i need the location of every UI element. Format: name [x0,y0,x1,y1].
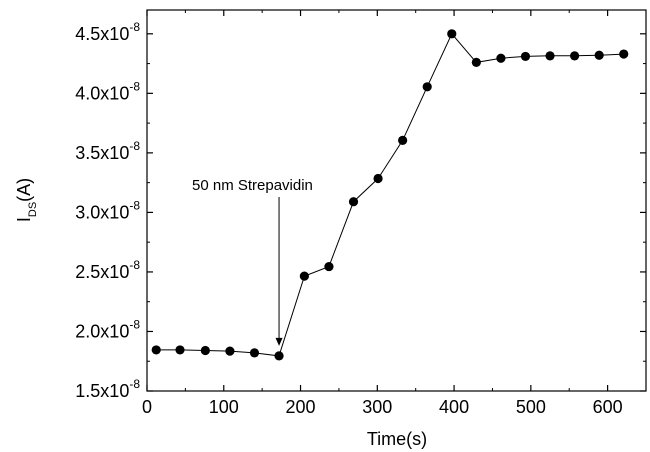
y-tick-label: 1.5x10-8 [75,377,140,401]
data-series [151,29,629,361]
x-tick-label: 200 [286,397,316,417]
y-tick-label-exponent: -8 [129,258,140,272]
data-point [299,271,309,281]
y-axis-ticks: 1.5x10-82.0x10-82.5x10-83.0x10-83.5x10-8… [75,20,646,401]
data-point [594,50,604,60]
x-tick-label: 300 [362,397,392,417]
data-point [619,49,629,59]
data-point [570,51,580,61]
y-axis-label-base: I [14,217,34,222]
y-tick-label-exponent: -8 [129,198,140,212]
data-point [274,351,284,361]
y-tick-label: 3.0x10-8 [75,198,140,222]
data-point [496,53,506,63]
y-tick-label: 2.5x10-8 [75,258,140,282]
data-point [151,345,161,355]
data-point [398,135,408,145]
x-axis-label: Time(s) [367,429,427,449]
y-tick-label-exponent: -8 [129,317,140,331]
x-tick-label: 400 [439,397,469,417]
y-axis-label-suffix: (A) [14,178,34,202]
data-point [373,173,383,184]
annotation: 50 nm Strepavidin [192,177,313,346]
y-tick-label-exponent: -8 [129,377,140,391]
plot-area-frame [146,9,647,392]
x-tick-label: 0 [142,397,152,417]
data-point [348,197,359,207]
data-point [249,348,260,358]
data-point [422,82,432,92]
annotation-arrow-head [275,337,283,346]
y-tick-label-exponent: -8 [129,139,140,153]
annotation-label: 50 nm Strepavidin [192,177,313,194]
data-point [175,345,185,355]
data-point [471,57,481,67]
x-tick-label: 100 [209,397,239,417]
y-tick-label-mantissa: 4.5x10 [75,24,129,44]
x-axis-ticks: 0 100 200 300 400 500 600 [142,10,623,417]
y-axis-label: IDS(A) [14,178,39,222]
data-point [225,346,235,356]
y-tick-label: 4.5x10-8 [75,20,140,44]
data-point [520,51,531,62]
y-tick-label-mantissa: 1.5x10 [75,381,129,401]
y-tick-label: 4.0x10-8 [75,79,140,103]
y-tick-label-exponent: -8 [129,20,140,34]
y-tick-label: 3.5x10-8 [75,139,140,163]
data-point [545,51,555,61]
y-tick-label: 2.0x10-8 [75,317,140,341]
data-point [324,261,334,272]
y-tick-label-mantissa: 3.0x10 [75,202,129,222]
x-tick-label: 500 [516,397,546,417]
y-tick-label-mantissa: 4.0x10 [75,83,129,103]
y-tick-label-exponent: -8 [129,79,140,93]
y-tick-label-mantissa: 2.0x10 [75,321,129,341]
series-line [156,32,624,357]
x-tick-label: 600 [593,397,623,417]
y-tick-label-mantissa: 2.5x10 [75,262,129,282]
data-point [200,345,210,356]
y-tick-label-mantissa: 3.5x10 [75,143,129,163]
data-point [447,29,457,39]
y-axis-label-subscript: DS [27,202,39,217]
